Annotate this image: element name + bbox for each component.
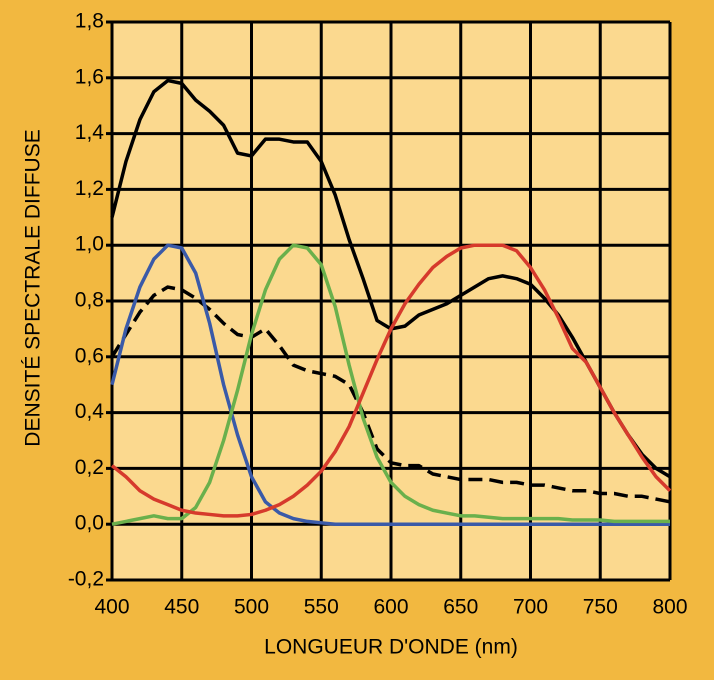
y-tick-label: 0,2 <box>75 456 104 479</box>
y-tick-label: 1,8 <box>75 10 104 33</box>
x-axis-label: LONGUEUR D'ONDE (nm) <box>264 636 518 659</box>
y-tick-label: -0,2 <box>68 568 104 591</box>
series-line <box>110 243 672 518</box>
x-tick-label: 800 <box>652 596 687 619</box>
y-tick-label: 1,6 <box>75 65 104 88</box>
series-line <box>111 243 670 526</box>
series-line <box>110 243 670 526</box>
x-tick-label: 600 <box>373 596 408 619</box>
x-tick-label: 400 <box>94 596 129 619</box>
y-tick-label: 0,0 <box>75 512 104 535</box>
x-tick-label: 450 <box>164 596 199 619</box>
x-tick-label: 750 <box>583 596 618 619</box>
x-tick-label: 500 <box>234 596 269 619</box>
y-tick-label: 0,6 <box>75 344 104 367</box>
x-tick-label: 650 <box>443 596 478 619</box>
y-tick-label: 1,0 <box>75 233 104 256</box>
x-tick-label: 700 <box>513 596 548 619</box>
y-tick-label: 0,4 <box>75 400 105 423</box>
y-axis-label: DENSITÉ SPECTRALE DIFFUSE <box>22 129 45 446</box>
x-tick-label: 550 <box>304 596 339 619</box>
y-tick-label: 1,4 <box>75 121 105 144</box>
y-tick-label: 1,2 <box>75 177 104 200</box>
y-tick-label: 0,8 <box>75 289 104 312</box>
